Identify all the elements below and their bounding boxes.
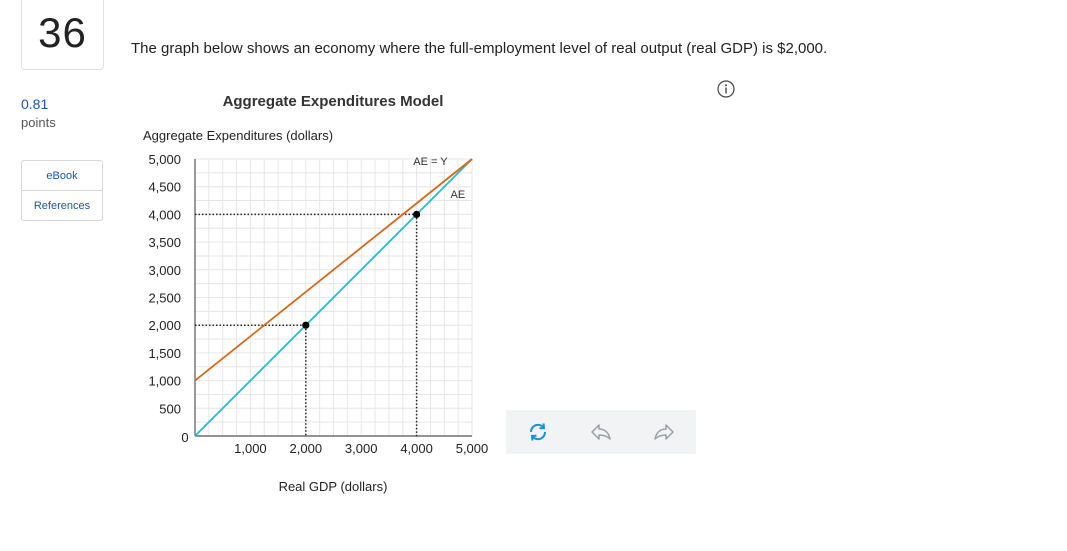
y-tick-label: 2,500 — [148, 291, 181, 306]
question-number-box: 36 — [21, 0, 104, 70]
origin-label: 0 — [181, 430, 188, 445]
x-tick-label: 2,000 — [290, 441, 323, 456]
y-tick-label: 4,500 — [148, 180, 181, 195]
y-tick-label: 4,000 — [148, 207, 181, 222]
points-value: 0.81 — [21, 96, 49, 112]
references-button[interactable]: References — [22, 190, 102, 220]
question-number: 36 — [38, 8, 87, 56]
ae-equals-y-label: AE = Y — [413, 156, 448, 168]
y-tick-label: 1,500 — [148, 346, 181, 361]
equilibrium-point — [302, 321, 310, 329]
info-icon[interactable] — [717, 80, 735, 98]
x-tick-label: 1,000 — [234, 441, 267, 456]
ae-line-label: AE — [450, 189, 465, 201]
question-text: The graph below shows an economy where t… — [131, 40, 828, 57]
x-tick-label: 3,000 — [345, 441, 378, 456]
y-tick-label: 1,000 — [148, 374, 181, 389]
refresh-icon[interactable] — [526, 420, 550, 444]
y-axis-label: Aggregate Expenditures (dollars) — [143, 128, 333, 143]
points-label: points — [21, 115, 56, 130]
y-tick-label: 2,000 — [148, 318, 181, 333]
redo-icon[interactable] — [652, 420, 676, 444]
y-tick-label: 3,500 — [148, 235, 181, 250]
ae-equals-y-line — [194, 158, 473, 437]
ebook-button[interactable]: eBook — [46, 169, 78, 182]
equilibrium-point — [413, 210, 421, 218]
ae-line — [194, 158, 473, 382]
x-tick-label: 4,000 — [400, 441, 433, 456]
y-tick-label: 3,000 — [148, 263, 181, 278]
y-tick-label: 5,000 — [148, 152, 181, 167]
x-tick-label: 5,000 — [456, 441, 489, 456]
undo-icon[interactable] — [589, 420, 613, 444]
graph-controls — [506, 410, 696, 454]
y-tick-label: 500 — [159, 401, 181, 416]
x-axis-label: Real GDP (dollars) — [279, 479, 388, 494]
resource-buttons: eBook References — [21, 160, 103, 221]
chart-title: Aggregate Expenditures Model — [223, 93, 444, 110]
